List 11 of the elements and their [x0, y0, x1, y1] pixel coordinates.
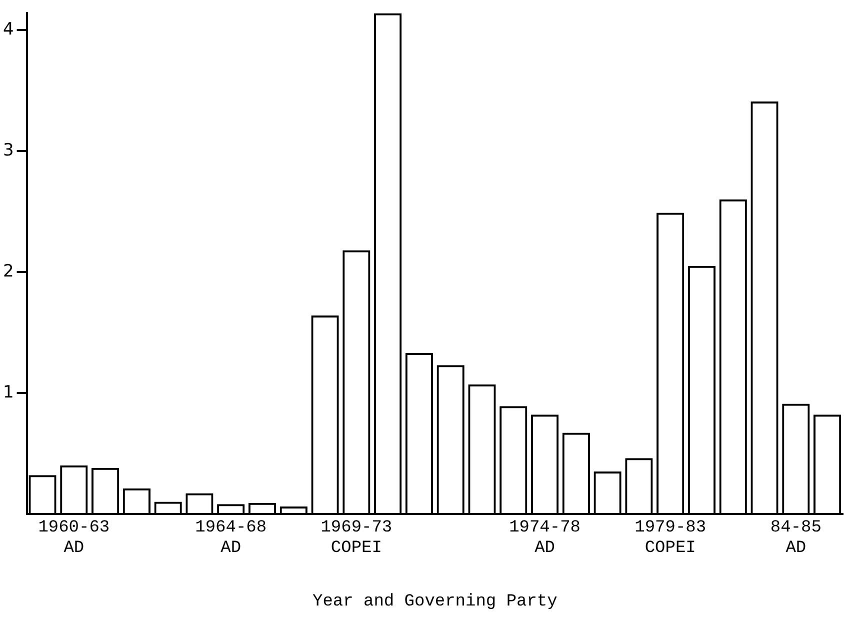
x-axis-title: Year and Governing Party [312, 592, 558, 612]
y-tick-label: 1 [2, 382, 14, 402]
x-tick-label: 84-85 AD [770, 518, 822, 558]
y-tick-label: 3 [2, 140, 14, 160]
y-tick-label: 2 [2, 261, 14, 282]
x-tick-label: 1974-78 AD [509, 518, 580, 558]
y-tick-label: 4 [2, 20, 14, 40]
x-tick-label: 1969-73 COPEI [320, 518, 392, 558]
x-tick-label: 1960-63 AD [38, 518, 110, 558]
x-tick-label: 1979-83 COPEI [634, 518, 706, 558]
x-tick-label: 1964-68 AD [195, 518, 267, 558]
